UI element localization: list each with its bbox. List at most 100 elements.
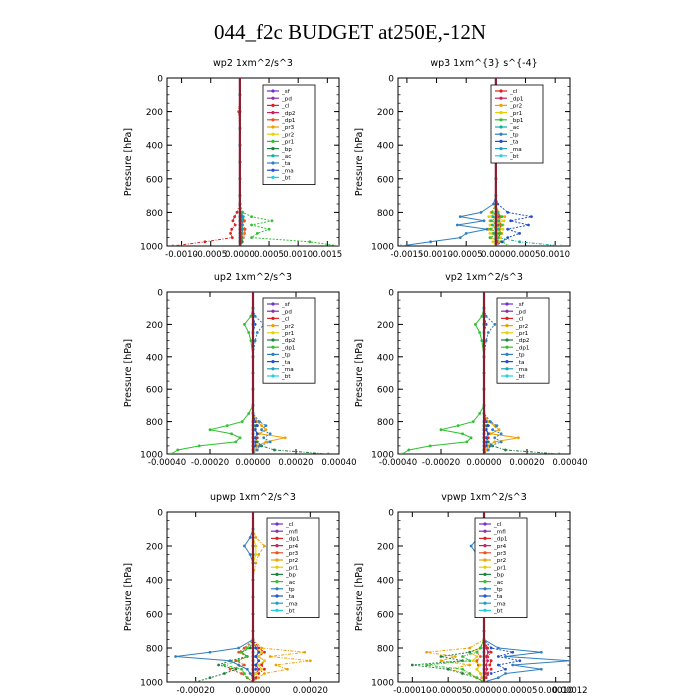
data-point <box>455 223 459 227</box>
legend-label: _pr1 <box>515 331 529 337</box>
legend-marker <box>271 147 275 151</box>
data-point <box>255 432 259 436</box>
data-point <box>240 672 243 675</box>
series-line-dp1 <box>171 292 254 454</box>
legend-marker <box>505 352 509 356</box>
legend-marker <box>271 345 275 349</box>
data-point <box>248 553 252 556</box>
data-point <box>486 420 490 423</box>
data-point <box>257 672 261 675</box>
data-point <box>245 676 249 680</box>
data-point <box>258 420 261 423</box>
legend-marker <box>505 367 509 371</box>
data-point <box>255 331 259 334</box>
x-tick-label: 0.00012 <box>552 686 587 696</box>
data-point <box>257 650 261 654</box>
data-point <box>501 227 505 231</box>
x-tick-label: 0.0015 <box>312 250 342 260</box>
x-tick-label: -0.0005 <box>450 250 483 260</box>
data-point <box>249 339 253 342</box>
legend-marker <box>271 154 275 158</box>
x-tick-label: -0.00005 <box>429 686 467 696</box>
legend-label: _tp <box>493 587 503 593</box>
data-point <box>484 663 488 667</box>
legend-marker <box>483 536 487 541</box>
data-point <box>194 680 198 682</box>
data-point <box>479 672 482 675</box>
data-point <box>485 667 489 671</box>
data-point <box>506 211 510 214</box>
data-point <box>250 223 253 227</box>
x-tick-label: 0.0010 <box>540 250 570 260</box>
legend-marker <box>499 139 503 143</box>
legend-label: _bp <box>493 573 504 579</box>
legend-marker <box>483 551 487 555</box>
data-point <box>253 440 257 444</box>
y-tick-label: 800 <box>377 418 394 428</box>
data-point <box>504 655 507 658</box>
data-point <box>468 650 472 654</box>
legend-marker <box>271 132 275 136</box>
data-point <box>506 227 510 231</box>
data-point <box>464 232 468 235</box>
data-point <box>489 432 492 436</box>
data-point <box>254 655 258 658</box>
data-point <box>260 646 263 650</box>
data-point <box>500 223 504 227</box>
legend: _cl_mfl_dp1_pr4_pr3_pr2_pr1_bp_ac_tp_ta_… <box>474 517 528 618</box>
data-point <box>488 236 492 240</box>
legend-marker <box>271 111 275 115</box>
data-point <box>268 655 272 658</box>
legend-label: _dp2 <box>515 338 529 344</box>
legend-label: _tp <box>281 353 291 359</box>
data-point <box>273 448 276 452</box>
data-point <box>257 676 261 680</box>
data-point <box>240 650 243 654</box>
data-point <box>243 544 246 548</box>
legend: _cl_dp1 _pr2_pr1_bp1_ac_tp _ta_ma_bt <box>490 84 544 164</box>
data-point <box>174 655 178 658</box>
y-tick-label: 0 <box>388 289 394 299</box>
legend-label: _bt <box>493 609 503 615</box>
y-tick-label: 800 <box>146 645 163 655</box>
data-point <box>493 440 497 444</box>
legend-label: _ma <box>281 168 294 174</box>
data-point <box>489 227 492 231</box>
data-point <box>260 667 263 671</box>
legend-label: _bp <box>281 147 292 153</box>
data-point <box>480 314 484 318</box>
data-point <box>490 211 494 214</box>
chart-title: vp2 1xm^2/s^3 <box>445 272 523 283</box>
data-point <box>247 412 251 415</box>
data-point <box>485 227 489 231</box>
data-point <box>248 672 252 675</box>
legend-label: _sf <box>281 302 291 308</box>
data-point <box>491 215 495 219</box>
legend-label: _pr1 <box>285 565 299 571</box>
data-point <box>253 436 257 440</box>
data-point <box>499 432 503 436</box>
series-line-cl <box>172 78 241 246</box>
data-point <box>499 232 503 235</box>
legend-label: _ma <box>515 367 528 373</box>
y-tick-label: 1000 <box>371 243 394 253</box>
legend-label: _ta <box>281 161 290 167</box>
y-tick-label: 0 <box>157 509 163 519</box>
x-tick-label: -0.0010 <box>165 250 198 260</box>
data-point <box>400 452 404 454</box>
series-group <box>171 78 339 246</box>
page-title: 044_f2c BUDGET at250E,-12N <box>214 20 486 44</box>
y-tick-label: 200 <box>377 108 394 118</box>
data-point <box>425 650 429 654</box>
legend-marker <box>505 331 509 335</box>
data-point <box>234 440 238 444</box>
legend-marker <box>505 302 509 306</box>
legend-label: _tp <box>285 587 295 593</box>
data-point <box>484 436 488 440</box>
legend-marker <box>271 309 275 313</box>
data-point <box>283 436 287 440</box>
legend-label: _ma <box>281 367 294 373</box>
x-tick-label: 0.00000 <box>235 458 270 468</box>
legend-marker <box>483 572 487 577</box>
data-point <box>492 202 495 206</box>
